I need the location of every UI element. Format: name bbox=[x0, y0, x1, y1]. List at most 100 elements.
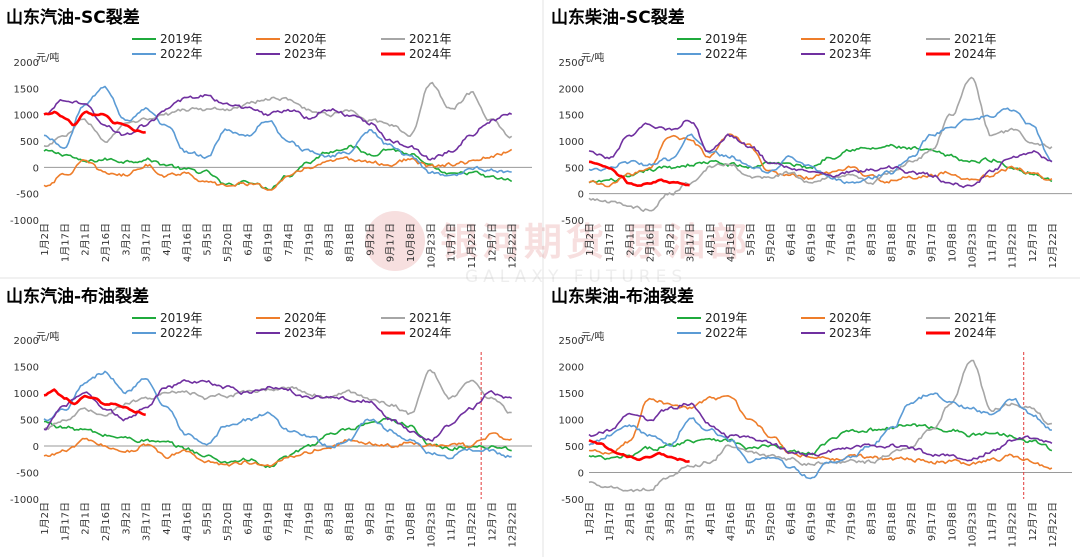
series-line-2020年 bbox=[43, 432, 513, 467]
series-line-2019年 bbox=[588, 423, 1053, 461]
legend-label: 2024年 bbox=[954, 326, 997, 340]
legend-label: 2019年 bbox=[160, 32, 203, 46]
x-tick-label: 10月8日 bbox=[946, 223, 958, 262]
y-tick-label: -500 bbox=[561, 216, 584, 227]
x-tick-label: 12月22日 bbox=[507, 223, 519, 268]
x-tick-label: 3月2日 bbox=[120, 502, 132, 535]
x-tick-label: 12月22日 bbox=[1047, 502, 1059, 547]
x-tick-label: 3月17日 bbox=[141, 223, 153, 262]
series-line-2024年 bbox=[43, 110, 146, 134]
x-tick-label: 7月4日 bbox=[826, 502, 838, 535]
x-tick-label: 4月1日 bbox=[705, 223, 717, 256]
series-line-2024年 bbox=[43, 388, 146, 417]
chart-title: 山东柴油-SC裂差 bbox=[551, 7, 685, 28]
x-tick-label: 6月4日 bbox=[785, 502, 797, 535]
x-tick-label: 8月3日 bbox=[866, 223, 878, 256]
x-tick-label: 1月17日 bbox=[59, 223, 71, 262]
x-tick-label: 9月2日 bbox=[364, 223, 376, 256]
legend-label: 2021年 bbox=[409, 32, 452, 46]
legend-label: 2020年 bbox=[829, 311, 872, 325]
x-tick-label: 7月4日 bbox=[283, 223, 295, 256]
x-tick-label: 8月3日 bbox=[324, 502, 336, 535]
legend-label: 2022年 bbox=[705, 47, 748, 61]
x-tick-label: 6月4日 bbox=[785, 223, 797, 256]
x-tick-label: 11月7日 bbox=[987, 223, 999, 262]
chart-title: 山东汽油-SC裂差 bbox=[6, 7, 140, 28]
y-tick-label: 1000 bbox=[14, 389, 39, 400]
x-tick-label: 11月7日 bbox=[446, 223, 458, 262]
x-tick-label: 2月16日 bbox=[644, 223, 656, 262]
x-tick-label: 3月2日 bbox=[665, 502, 677, 535]
x-tick-label: 2月16日 bbox=[100, 502, 112, 541]
x-tick-label: 11月7日 bbox=[987, 502, 999, 541]
x-tick-label: 4月16日 bbox=[725, 223, 737, 262]
watermark-cn: 银河期货 原油部 bbox=[440, 220, 751, 264]
legend-label: 2020年 bbox=[284, 311, 327, 325]
watermark: 银河期货 原油部 GALAXY FUTURES bbox=[365, 211, 751, 287]
x-tick-label: 4月1日 bbox=[705, 502, 717, 535]
y-tick-label: 0 bbox=[33, 442, 39, 453]
x-tick-label: 6月19日 bbox=[263, 223, 275, 262]
x-tick-label: 9月17日 bbox=[926, 223, 938, 262]
y-tick-label: -500 bbox=[561, 495, 584, 506]
series-line-2019年 bbox=[588, 143, 1053, 184]
y-tick-label: 1000 bbox=[14, 111, 39, 122]
x-tick-label: 10月8日 bbox=[946, 502, 958, 541]
x-tick-label: 12月7日 bbox=[486, 223, 498, 262]
series-line-2021年 bbox=[588, 76, 1053, 212]
x-tick-label: 12月7日 bbox=[486, 502, 498, 541]
legend-label: 2022年 bbox=[160, 326, 203, 340]
x-tick-label: 11月22日 bbox=[1007, 502, 1019, 547]
x-tick-label: 1月2日 bbox=[39, 223, 51, 256]
y-tick-label: 2500 bbox=[559, 336, 584, 347]
legend-label: 2019年 bbox=[705, 32, 748, 46]
x-tick-label: 5月5日 bbox=[202, 502, 214, 535]
x-tick-label: 11月7日 bbox=[446, 502, 458, 541]
x-tick-label: 1月17日 bbox=[604, 502, 616, 541]
legend-label: 2022年 bbox=[160, 47, 203, 61]
y-tick-label: 1500 bbox=[559, 389, 584, 400]
x-tick-label: 1月2日 bbox=[584, 223, 596, 256]
series-line-2023年 bbox=[43, 94, 513, 161]
y-tick-label: 2000 bbox=[559, 84, 584, 95]
series-line-2020年 bbox=[588, 133, 1053, 188]
x-tick-label: 7月19日 bbox=[846, 502, 858, 541]
x-tick-label: 4月1日 bbox=[161, 223, 173, 256]
y-tick-label: 2000 bbox=[559, 363, 584, 374]
legend-label: 2020年 bbox=[284, 32, 327, 46]
y-tick-label: 1500 bbox=[14, 363, 39, 374]
y-tick-label: -500 bbox=[16, 469, 39, 480]
x-tick-label: 2月1日 bbox=[624, 502, 636, 535]
x-tick-label: 11月22日 bbox=[1007, 223, 1019, 268]
x-tick-label: 4月16日 bbox=[181, 502, 193, 541]
x-tick-label: 3月2日 bbox=[665, 223, 677, 256]
x-tick-label: 10月8日 bbox=[405, 223, 417, 262]
y-tick-label: 1500 bbox=[559, 111, 584, 122]
x-tick-label: 7月19日 bbox=[303, 223, 315, 262]
x-tick-label: 12月7日 bbox=[1027, 223, 1039, 262]
x-tick-label: 11月22日 bbox=[466, 502, 478, 547]
x-tick-label: 3月17日 bbox=[685, 223, 697, 262]
x-tick-label: 1月2日 bbox=[39, 502, 51, 535]
x-tick-label: 6月19日 bbox=[805, 223, 817, 262]
x-tick-label: 4月16日 bbox=[181, 223, 193, 262]
y-tick-label: -1000 bbox=[10, 216, 39, 227]
y-tick-label: 1000 bbox=[559, 416, 584, 427]
y-tick-label: 500 bbox=[565, 442, 584, 453]
x-tick-label: 9月17日 bbox=[385, 223, 397, 262]
x-tick-label: 12月22日 bbox=[507, 502, 519, 547]
x-tick-label: 6月19日 bbox=[805, 502, 817, 541]
x-tick-label: 7月4日 bbox=[283, 502, 295, 535]
x-tick-label: 3月17日 bbox=[685, 502, 697, 541]
x-tick-label: 2月1日 bbox=[80, 223, 92, 256]
legend-label: 2019年 bbox=[705, 311, 748, 325]
x-tick-label: 6月4日 bbox=[242, 223, 254, 256]
x-tick-label: 7月19日 bbox=[846, 223, 858, 262]
chart-title: 山东柴油-布油裂差 bbox=[551, 286, 694, 307]
series-line-2022年 bbox=[588, 107, 1053, 185]
x-tick-label: 12月22日 bbox=[1047, 223, 1059, 268]
x-tick-label: 3月2日 bbox=[120, 223, 132, 256]
legend-label: 2022年 bbox=[705, 326, 748, 340]
